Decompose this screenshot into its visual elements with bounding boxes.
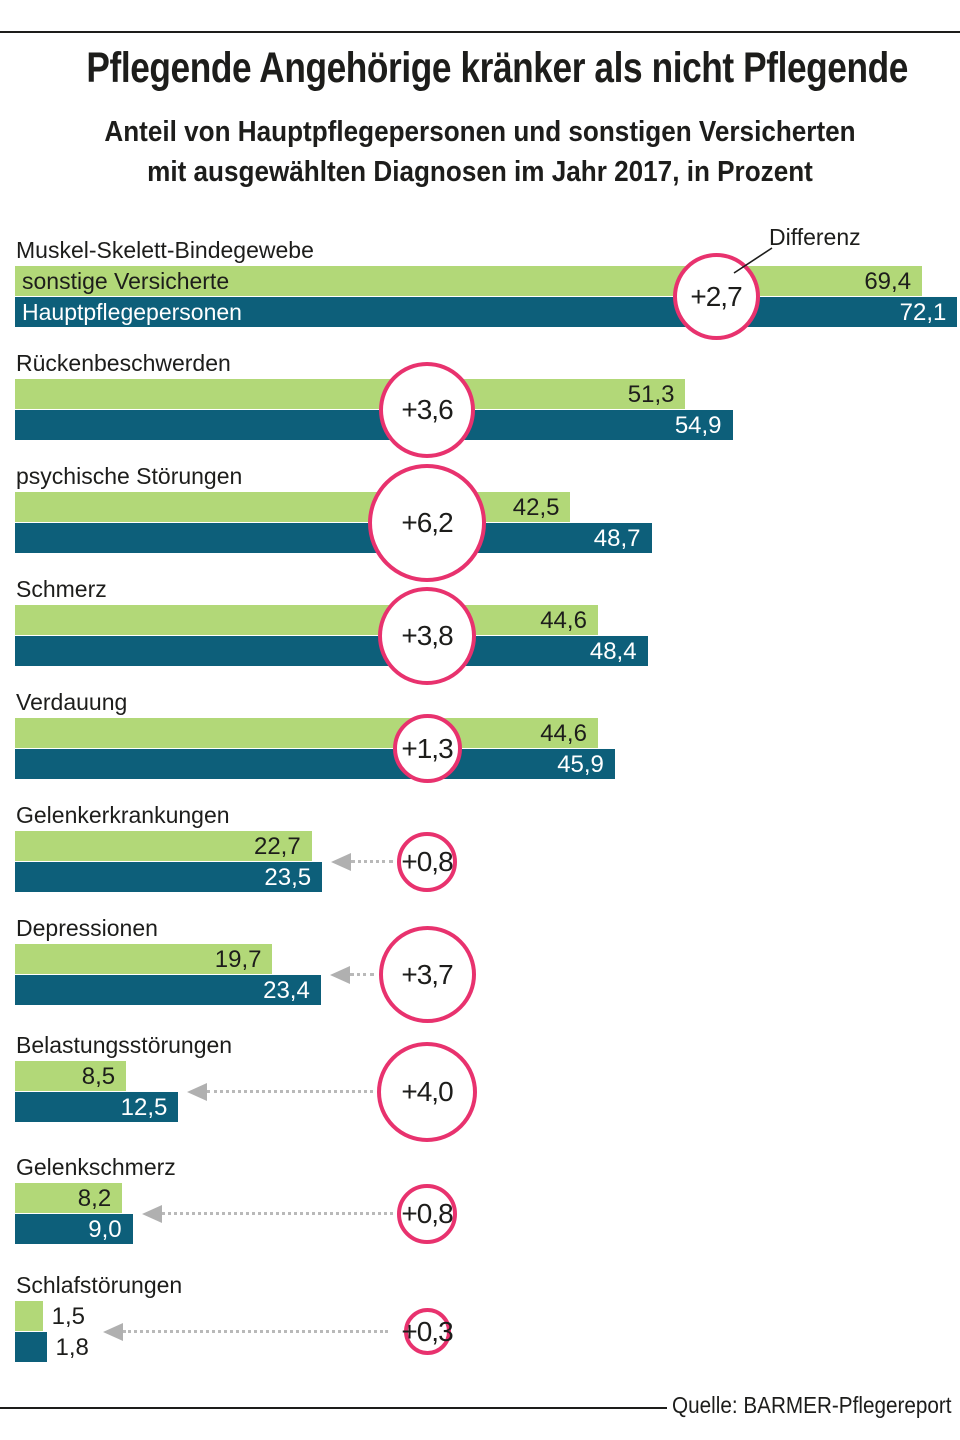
difference-value: +2,7 xyxy=(690,280,742,312)
value-sonstige-versicherte: 8,2 xyxy=(77,1185,112,1212)
bar-sonstige-versicherte xyxy=(15,379,686,409)
bar-sonstige-versicherte xyxy=(15,944,273,974)
value-hauptpflegepersonen: 23,5 xyxy=(264,864,312,891)
subtitle-line-2: mit ausgewählten Diagnosen im Jahr 2017,… xyxy=(147,156,813,188)
bar-hauptpflegepersonen xyxy=(15,975,321,1005)
category-label: Depressionen xyxy=(16,915,158,941)
arrow-head-icon xyxy=(331,852,352,871)
difference-circle: +2,7 xyxy=(672,253,760,340)
value-hauptpflegepersonen: 23,4 xyxy=(263,977,310,1004)
category-label: Schlafstörungen xyxy=(16,1272,183,1298)
value-hauptpflegepersonen: 48,7 xyxy=(593,525,641,552)
value-hauptpflegepersonen: 12,5 xyxy=(120,1094,168,1121)
arrow-dotted-line xyxy=(207,1090,373,1093)
value-hauptpflegepersonen: 1,8 xyxy=(55,1334,89,1361)
difference-circle: +3,7 xyxy=(378,926,476,1023)
value-hauptpflegepersonen: 9,0 xyxy=(88,1216,122,1243)
value-sonstige-versicherte: 42,5 xyxy=(512,494,560,521)
bar-sonstige-versicherte xyxy=(15,718,598,748)
difference-circle: +6,2 xyxy=(368,463,486,582)
difference-value: +0,3 xyxy=(401,1315,453,1347)
category-label: Gelenkschmerz xyxy=(16,1154,176,1180)
arrow-dotted-line xyxy=(349,973,375,976)
differenz-pointer-line xyxy=(733,247,773,274)
value-sonstige-versicherte: 8,5 xyxy=(81,1063,116,1090)
arrow-head-icon xyxy=(102,1322,123,1341)
arrow-dotted-line xyxy=(351,860,393,863)
value-sonstige-versicherte: 1,5 xyxy=(51,1303,85,1330)
bar-sonstige-versicherte xyxy=(15,605,598,635)
arrow-head-icon xyxy=(141,1204,162,1223)
difference-circle: +0,8 xyxy=(397,831,457,892)
difference-circle: +4,0 xyxy=(377,1041,477,1142)
bar-hauptpflegepersonen xyxy=(15,1092,179,1122)
bar-sonstige-versicherte xyxy=(15,831,312,861)
legend-hauptpflegepersonen: Hauptpflegepersonen xyxy=(22,299,242,325)
difference-value: +0,8 xyxy=(401,845,453,877)
differenz-annotation-label: Differenz xyxy=(769,224,861,250)
difference-circle: +1,3 xyxy=(392,714,462,783)
difference-value: +3,8 xyxy=(401,619,453,651)
footer-rule xyxy=(0,1407,667,1409)
bar-sonstige-versicherte xyxy=(15,1061,127,1091)
legend-sonstige-versicherte: sonstige Versicherte xyxy=(22,268,230,294)
difference-circle: +0,8 xyxy=(397,1183,457,1244)
arrow-head-icon xyxy=(187,1082,208,1101)
bar-hauptpflegepersonen xyxy=(15,636,648,666)
difference-value: +4,0 xyxy=(401,1075,453,1107)
value-sonstige-versicherte: 19,7 xyxy=(214,946,262,973)
arrow-dotted-line xyxy=(161,1212,393,1215)
difference-value: +0,8 xyxy=(401,1197,453,1229)
difference-circle: +3,6 xyxy=(379,361,475,458)
bar-hauptpflegepersonen xyxy=(15,1332,47,1362)
category-label: Schmerz xyxy=(16,576,107,602)
category-label: psychische Störungen xyxy=(16,463,243,489)
difference-value: +3,6 xyxy=(401,393,453,425)
bar-hauptpflegepersonen xyxy=(15,410,733,440)
difference-value: +3,7 xyxy=(401,958,453,990)
value-hauptpflegepersonen: 48,4 xyxy=(589,638,637,665)
value-sonstige-versicherte: 69,4 xyxy=(864,268,912,295)
bar-sonstige-versicherte xyxy=(15,1183,123,1213)
value-sonstige-versicherte: 22,7 xyxy=(253,833,301,860)
value-hauptpflegepersonen: 72,1 xyxy=(899,299,947,326)
difference-circle: +3,8 xyxy=(378,586,476,685)
bar-sonstige-versicherte xyxy=(15,1301,43,1331)
category-label: Belastungsstörungen xyxy=(16,1032,233,1058)
top-rule xyxy=(0,31,960,33)
bar-hauptpflegepersonen xyxy=(15,297,958,327)
difference-circle: +0,3 xyxy=(401,1308,454,1355)
bar-hauptpflegepersonen xyxy=(15,862,323,892)
value-sonstige-versicherte: 44,6 xyxy=(540,607,587,634)
value-sonstige-versicherte: 44,6 xyxy=(540,720,587,747)
category-label: Muskel-Skelett-Bindegewebe xyxy=(16,237,314,263)
page-subtitle: Anteil von Hauptpflegepersonen und sonst… xyxy=(48,112,912,192)
difference-value: +1,3 xyxy=(401,732,453,764)
arrow-head-icon xyxy=(329,965,350,984)
value-hauptpflegepersonen: 54,9 xyxy=(674,412,722,439)
category-label: Verdauung xyxy=(16,689,128,715)
source-credit: Quelle: BARMER-Pflegereport xyxy=(672,1392,952,1418)
bar-hauptpflegepersonen xyxy=(15,1214,133,1244)
bar-hauptpflegepersonen xyxy=(15,749,615,779)
value-hauptpflegepersonen: 45,9 xyxy=(557,751,604,778)
subtitle-line-1: Anteil von Hauptpflegepersonen und sonst… xyxy=(104,116,856,148)
bar-sonstige-versicherte xyxy=(15,266,923,296)
page-title: Pflegende Angehörige kränker als nicht P… xyxy=(86,44,908,92)
value-sonstige-versicherte: 51,3 xyxy=(627,381,675,408)
bar-hauptpflegepersonen xyxy=(15,523,652,553)
difference-value: +6,2 xyxy=(401,506,453,538)
arrow-dotted-line xyxy=(122,1330,389,1333)
category-label: Rückenbeschwerden xyxy=(16,350,231,376)
category-label: Gelenkerkrankungen xyxy=(16,802,230,828)
